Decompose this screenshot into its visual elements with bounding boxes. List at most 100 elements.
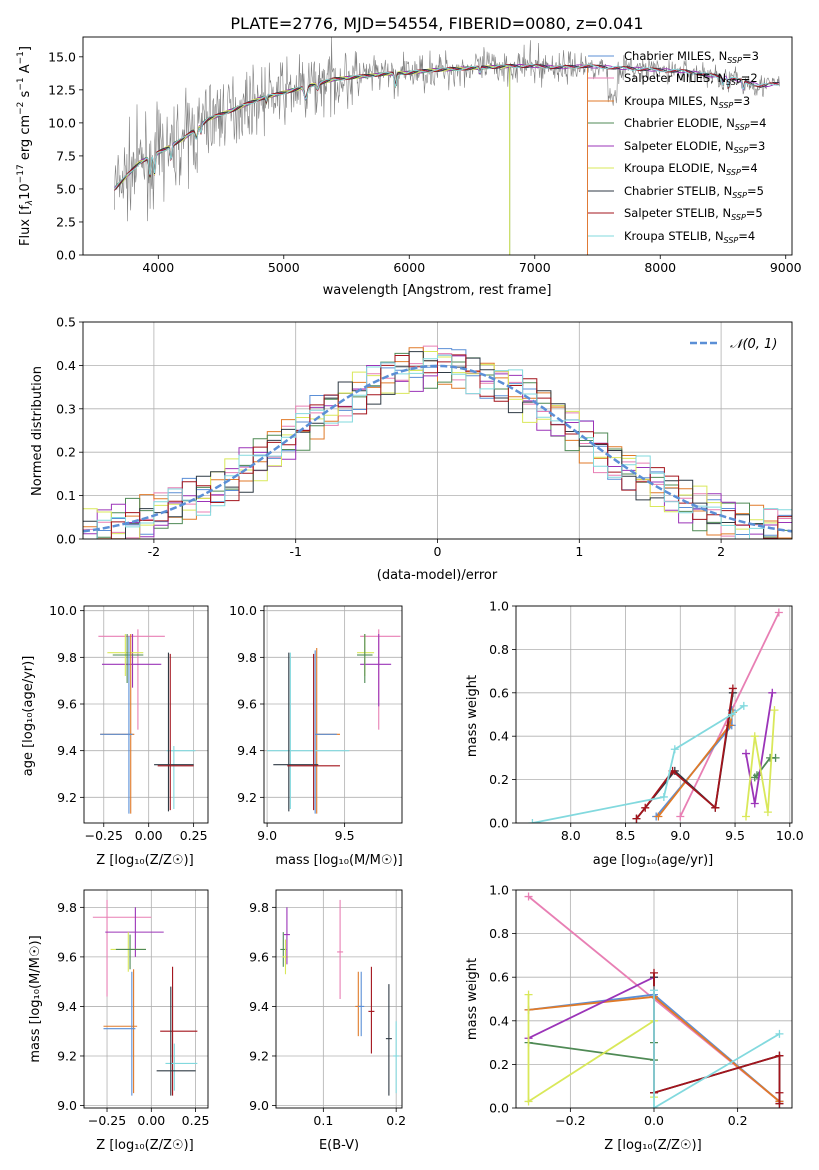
series-line bbox=[653, 990, 780, 1108]
age-vs-mass-frame bbox=[263, 605, 403, 824]
legend-label: Salpeter STELIB, NSSP=5 bbox=[624, 206, 763, 222]
plus-marker bbox=[676, 812, 685, 821]
y-tick-label: 9.4 bbox=[57, 999, 77, 1014]
y-tick-label: 9.6 bbox=[57, 697, 77, 712]
plus-marker bbox=[650, 986, 658, 995]
mass-weight-vs-Z-xlabel: Z [log₁₀(Z/Z☉)] bbox=[604, 1138, 701, 1153]
mass-weight-vs-age-frame bbox=[515, 605, 793, 824]
plus-marker bbox=[641, 803, 650, 812]
plus-marker bbox=[670, 745, 679, 754]
x-tick-label: 0 bbox=[434, 544, 442, 559]
y-tick-label: 0.6 bbox=[489, 685, 509, 700]
histogram-kroupa-stelib bbox=[83, 354, 792, 539]
plus-marker bbox=[775, 1088, 784, 1097]
residuals-axes: -2 -1 0 1 2 0.0 0.1 0.2 0.3 0.4 0.5 bbox=[56, 315, 793, 559]
mass-vs-Z-panel: −0.25 0.00 0.25 9.0 9.2 9.4 9.6 9.8 Z [log₁₀(Z/… bbox=[28, 889, 210, 1153]
model-line-kroupa-elodie bbox=[114, 64, 511, 255]
y-tick-label: 9.6 bbox=[57, 949, 77, 964]
residuals-data bbox=[83, 345, 792, 539]
legend-entry-kroupa-elodie: Kroupa ELODIE, NSSP=4 bbox=[588, 161, 758, 177]
x-tick-label: 9000 bbox=[770, 260, 802, 275]
age-vs-mass-plot-area: 9.0 9.5 9.2 9.4 9.6 9.8 10.0 bbox=[229, 603, 403, 843]
plus-marker bbox=[728, 684, 737, 693]
spectrum-data bbox=[114, 37, 780, 255]
age-vs-Z-ylabel: age [log₁₀(age/yr)] bbox=[21, 656, 36, 777]
spectrum-frame bbox=[82, 36, 793, 256]
x-tick-label: 8.5 bbox=[616, 828, 636, 843]
y-tick-label: 0.1 bbox=[56, 488, 76, 503]
point-chabrier-stelib bbox=[385, 984, 392, 1096]
mass-weight-vs-z-axes: −0.2 0.0 0.2 0.0 0.2 0.4 0.6 0.8 1.0 bbox=[489, 883, 793, 1128]
x-tick-label: −0.25 bbox=[88, 1113, 126, 1128]
plus-marker bbox=[771, 753, 780, 762]
figure-title: PLATE=2776, MJD=54554, FIBERID=0080, z=0… bbox=[230, 14, 643, 33]
legend-entry-chabrier-stelib: Chabrier STELIB, NSSP=5 bbox=[588, 184, 764, 200]
y-tick-label: 0.8 bbox=[489, 642, 509, 657]
plus-marker bbox=[528, 819, 537, 823]
residuals-plot-area: -2 -1 0 1 2 0.0 0.1 0.2 0.3 0.4 0.5 bbox=[56, 315, 793, 559]
plus-marker bbox=[763, 808, 772, 817]
mass-weight-vs-age-axes: 8.0 8.5 9.0 9.5 10.0 0.0 0.2 0.4 0.6 0.8 1.0 bbox=[489, 599, 804, 844]
residuals-frame bbox=[82, 321, 793, 540]
y-tick-label: 9.2 bbox=[57, 1048, 77, 1063]
series-line bbox=[527, 994, 655, 1104]
series-line bbox=[528, 976, 655, 1040]
mass-vs-ebv-xlabel: E(B-V) bbox=[319, 1138, 359, 1153]
age-vs-mass-xlabel: mass [log₁₀(M/M☉)] bbox=[275, 853, 402, 868]
y-tick-label: 0.2 bbox=[489, 1057, 509, 1072]
x-tick-label: −0.25 bbox=[85, 828, 123, 843]
y-tick-label: 0.2 bbox=[489, 772, 509, 787]
plus-marker bbox=[524, 892, 533, 901]
x-tick-label: 7000 bbox=[519, 260, 551, 275]
y-tick-label: 1.0 bbox=[489, 883, 509, 898]
mass-weight-vs-Z-panel: −0.2 0.0 0.2 0.0 0.2 0.4 0.6 0.8 1.0 Z [log₁₀(Z/… bbox=[465, 883, 793, 1153]
legend-label: Chabrier STELIB, NSSP=5 bbox=[624, 184, 764, 200]
y-tick-label: 12.5 bbox=[48, 82, 76, 97]
legend-entry-kroupa-miles: Kroupa MILES, NSSP=3 bbox=[588, 94, 750, 110]
x-tick-label: 2 bbox=[717, 544, 725, 559]
plus-marker bbox=[742, 749, 750, 758]
plus-marker bbox=[775, 1029, 784, 1038]
y-tick-label: 1.0 bbox=[489, 599, 509, 614]
plus-marker bbox=[659, 792, 668, 801]
mass-weight-vs-age-grid bbox=[516, 605, 792, 824]
y-tick-label: 0.4 bbox=[56, 358, 76, 373]
plus-marker bbox=[711, 803, 720, 812]
plus-marker bbox=[650, 968, 658, 977]
age-vs-mass-grid bbox=[264, 606, 402, 823]
mass-weight-vs-Z-plot-area: −0.2 0.0 0.2 0.0 0.2 0.4 0.6 0.8 1.0 bbox=[489, 883, 793, 1128]
y-tick-label: 9.2 bbox=[57, 790, 77, 805]
legend-label: Kroupa STELIB, NSSP=4 bbox=[624, 229, 755, 245]
point-salpeter-miles bbox=[337, 899, 344, 999]
mass-weight-vs-age-ylabel: mass weight bbox=[465, 675, 480, 757]
series-salpeter-stelib bbox=[632, 684, 737, 823]
legend-label: Chabrier MILES, NSSP=3 bbox=[624, 49, 759, 65]
x-tick-label: −0.2 bbox=[555, 1113, 585, 1128]
point-chabrier-stelib bbox=[273, 652, 319, 812]
legend-entry-salpeter-stelib: Salpeter STELIB, NSSP=5 bbox=[588, 206, 763, 222]
plus-marker bbox=[650, 1104, 658, 1108]
x-tick-label: 0.25 bbox=[182, 1113, 210, 1128]
point-salpeter-stelib bbox=[368, 966, 375, 1054]
legend-label: Salpeter ELODIE, NSSP=3 bbox=[624, 139, 765, 155]
mass-weight-vs-z-data bbox=[524, 892, 784, 1108]
point-chabrier-miles bbox=[314, 650, 337, 814]
y-tick-label: 15.0 bbox=[48, 49, 76, 64]
mass-weight-vs-age-xlabel: age [log₁₀(age/yr)] bbox=[593, 853, 714, 868]
y-tick-label: 9.4 bbox=[57, 743, 77, 758]
x-tick-label: -1 bbox=[289, 544, 301, 559]
residuals-xlabel: (data-model)/error bbox=[377, 568, 498, 583]
x-tick-label: 8.0 bbox=[561, 828, 581, 843]
x-tick-label: 1 bbox=[575, 544, 583, 559]
plus-marker bbox=[524, 990, 533, 999]
y-tick-label: 2.5 bbox=[56, 214, 76, 229]
y-tick-label: 9.8 bbox=[237, 650, 257, 665]
y-tick-label: 0.8 bbox=[489, 926, 509, 941]
legend-label: 𝒩(0, 1) bbox=[730, 337, 777, 352]
mass-vs-ebv-grid bbox=[276, 890, 402, 1108]
legend-entry-salpeter-miles: Salpeter MILES, NSSP=2 bbox=[588, 71, 758, 87]
mass-vs-Z-plot-area: −0.25 0.00 0.25 9.0 9.2 9.4 9.6 9.8 bbox=[57, 889, 210, 1128]
legend-entry-chabrier-miles: Chabrier MILES, NSSP=3 bbox=[588, 49, 759, 65]
y-tick-label: 9.0 bbox=[57, 1098, 77, 1113]
y-tick-label: 10.0 bbox=[49, 603, 77, 618]
